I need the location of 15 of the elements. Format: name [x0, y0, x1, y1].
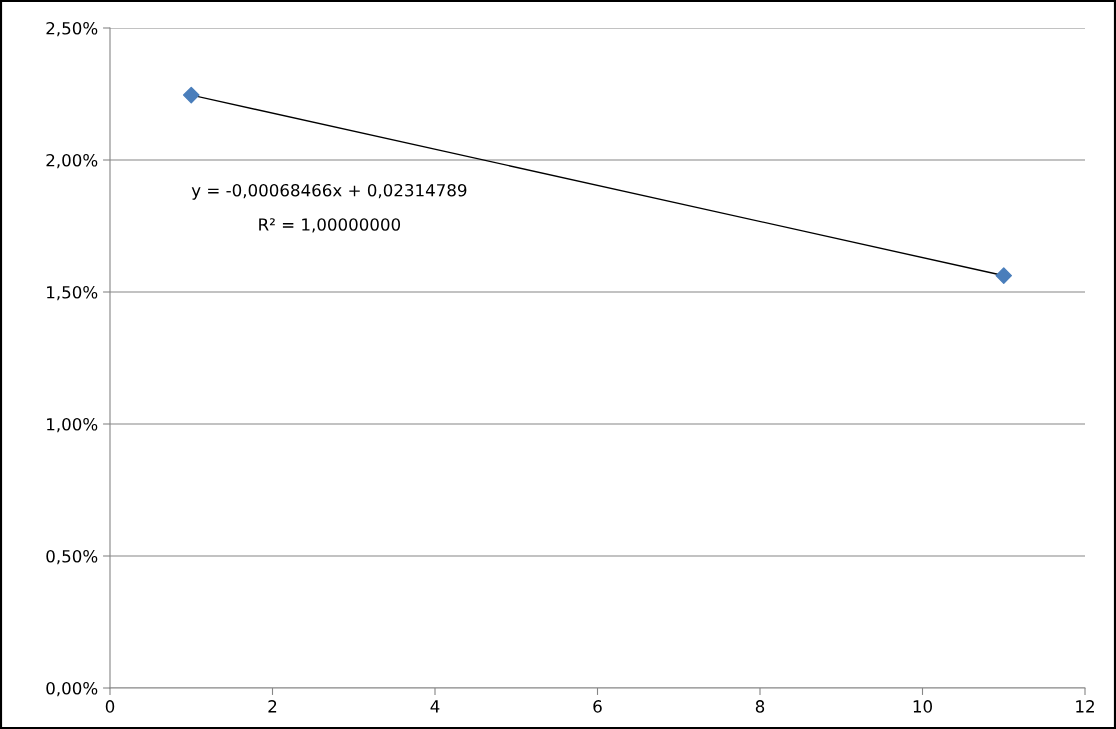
y-tick-label: 0,00%	[46, 681, 98, 697]
x-tick-label: 0	[105, 700, 115, 713]
x-tick-label: 4	[430, 700, 440, 713]
x-tick-label: 10	[913, 700, 932, 713]
y-tick-label: 1,50%	[47, 285, 98, 301]
annotation: y = -0,00068466x + 0,02314789	[191, 183, 467, 200]
x-tick-label: 2	[268, 700, 277, 713]
y-tick-label: 0,50%	[46, 549, 98, 565]
y-tick-label: 2,00%	[46, 153, 98, 169]
y-tick-label: 1,00%	[47, 417, 98, 433]
y-tick-label: 2,50%	[46, 21, 98, 37]
x-tick-label: 6	[593, 700, 602, 713]
x-tick-label: 12	[1076, 700, 1094, 713]
x-tick-label: 8	[755, 700, 765, 713]
annotation: R² = 1,00000000	[259, 218, 401, 233]
